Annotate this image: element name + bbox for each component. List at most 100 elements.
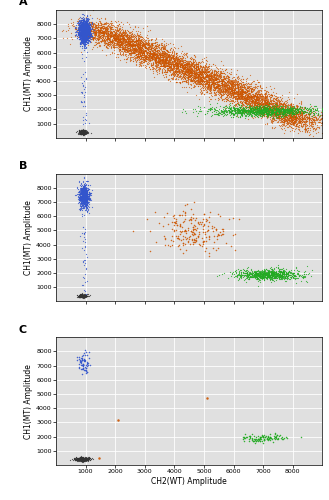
Point (199, 57, 205, 65)
Point (132, 37, 137, 45)
Point (265, 101, 270, 109)
Point (148, 44, 153, 52)
Point (160, 48, 165, 56)
Point (80, 28, 85, 36)
Point (283, 112, 288, 120)
Point (258, 99, 263, 107)
Point (218, 110, 223, 118)
Point (145, 49, 150, 57)
Point (248, 106, 254, 114)
Point (200, 76, 206, 84)
Point (185, 61, 190, 69)
Point (75, 292, 80, 300)
Point (230, 91, 235, 99)
Point (263, 270, 268, 278)
Point (82, 17, 87, 25)
Point (114, 32, 120, 40)
Point (82, 194, 87, 202)
Point (82, 191, 87, 199)
Point (185, 68, 190, 76)
Point (185, 66, 190, 74)
Point (206, 72, 211, 80)
Point (78, 454, 84, 462)
Point (270, 107, 275, 115)
Point (82, 188, 87, 196)
Point (174, 78, 179, 86)
Point (265, 100, 270, 108)
Point (117, 42, 122, 50)
Point (79, 456, 84, 464)
Point (195, 64, 201, 72)
Point (78, 130, 84, 138)
Point (85, 199, 90, 207)
Point (78, 72, 84, 80)
Point (128, 30, 133, 38)
Point (113, 28, 118, 36)
Point (145, 53, 150, 61)
Point (299, 272, 305, 280)
Point (89, 22, 95, 30)
Point (253, 274, 258, 281)
Point (83, 32, 89, 40)
Point (274, 100, 279, 108)
Point (152, 56, 157, 64)
Point (84, 37, 89, 45)
Point (243, 106, 249, 114)
Point (221, 82, 227, 90)
Point (291, 110, 296, 118)
Point (86, 20, 91, 28)
Point (172, 59, 178, 67)
Point (145, 46, 150, 54)
Point (240, 435, 246, 443)
Point (87, 28, 92, 36)
Point (281, 104, 286, 112)
Point (164, 60, 170, 68)
Point (270, 92, 275, 100)
Point (249, 94, 255, 102)
Point (84, 26, 89, 34)
Point (213, 70, 218, 78)
Point (80, 292, 86, 300)
Point (197, 64, 202, 72)
Point (118, 35, 123, 43)
Point (105, 27, 110, 35)
Point (152, 56, 158, 64)
Point (221, 82, 226, 90)
Point (270, 118, 275, 126)
Point (302, 111, 308, 119)
Point (159, 60, 164, 68)
Point (172, 66, 178, 74)
Point (80, 454, 85, 462)
Point (291, 108, 296, 116)
Point (82, 22, 87, 30)
Point (284, 101, 289, 109)
Point (79, 196, 84, 203)
Point (211, 82, 216, 90)
Point (84, 30, 89, 38)
Point (83, 186, 88, 194)
Point (265, 272, 270, 280)
Point (83, 292, 88, 300)
Point (81, 28, 86, 36)
Point (270, 107, 275, 115)
Point (298, 118, 303, 126)
Point (252, 96, 258, 104)
Point (100, 28, 106, 36)
Point (204, 88, 210, 96)
Point (172, 214, 177, 222)
Point (97, 17, 103, 25)
Point (82, 25, 87, 33)
Point (254, 90, 259, 98)
Point (240, 107, 245, 115)
Point (86, 200, 91, 208)
Point (96, 40, 102, 48)
Point (258, 273, 263, 281)
Point (303, 125, 308, 133)
Point (277, 110, 282, 118)
Point (181, 70, 186, 78)
Point (227, 97, 232, 105)
Point (79, 27, 84, 35)
Point (78, 456, 84, 464)
Point (260, 100, 265, 108)
Point (83, 28, 88, 36)
